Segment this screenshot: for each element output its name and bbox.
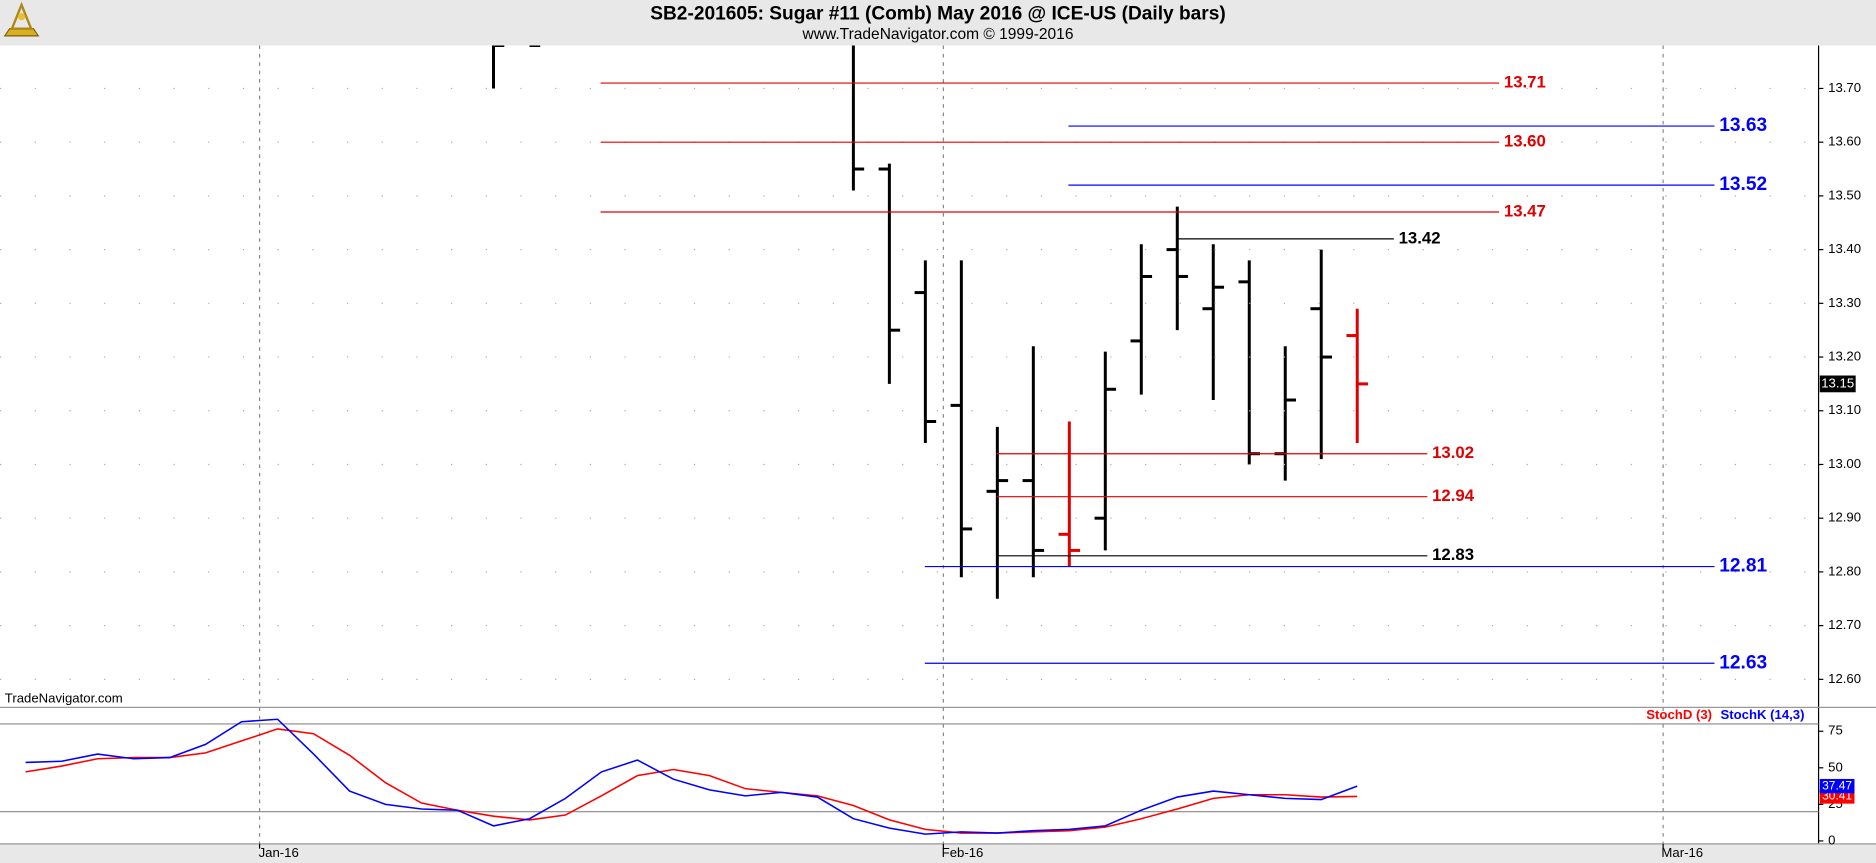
y-tick-label: 12.90 <box>1828 510 1861 525</box>
y-tick-label: 13.20 <box>1828 349 1861 364</box>
y-tick-label: 13.40 <box>1828 241 1861 256</box>
y-tick-label: 13.30 <box>1828 295 1861 310</box>
level-label: 13.60 <box>1504 132 1546 151</box>
last-value-label: 37.47 <box>1822 778 1852 792</box>
y-tick-label: 13.10 <box>1828 402 1861 417</box>
stoch-line <box>25 728 1358 834</box>
last-price-box <box>1819 375 1856 393</box>
y-tick-label: 13.70 <box>1828 80 1861 95</box>
header-band <box>0 0 1876 46</box>
legend-entry: StochK (14,3) <box>1720 707 1804 722</box>
y-tick-label: 75 <box>1828 723 1843 738</box>
y-tick-label: 0 <box>1828 832 1835 847</box>
level-label: 13.63 <box>1719 115 1767 136</box>
last-price-label: 13.15 <box>1821 375 1854 390</box>
y-tick-label: 13.00 <box>1828 456 1861 471</box>
y-tick-label: 50 <box>1828 759 1843 774</box>
logo <box>3 1 40 37</box>
x-tick-label: Mar-16 <box>1661 845 1703 860</box>
y-tick-label: 12.80 <box>1828 563 1861 578</box>
chart-title: SB2-201605: Sugar #11 (Comb) May 2016 @ … <box>650 3 1225 24</box>
y-tick-label: 12.60 <box>1828 671 1861 686</box>
level-label: 12.83 <box>1432 545 1474 564</box>
level-label: 12.81 <box>1719 556 1767 577</box>
y-tick-label: 13.50 <box>1828 187 1861 202</box>
level-label: 12.94 <box>1432 486 1475 505</box>
chart-subtitle: www.TradeNavigator.com © 1999-2016 <box>802 26 1074 43</box>
level-label: 13.71 <box>1504 73 1546 92</box>
price-plot <box>492 45 1368 599</box>
legend-entry: StochD (3) <box>1646 707 1712 722</box>
watermark: TradeNavigator.com <box>5 690 123 705</box>
level-label: 13.42 <box>1399 228 1441 247</box>
x-tick-label: Feb-16 <box>942 845 984 860</box>
last-value-box <box>1819 778 1855 794</box>
x-axis-band <box>0 843 1876 863</box>
level-label: 12.63 <box>1719 652 1767 673</box>
level-label: 13.47 <box>1504 201 1546 220</box>
y-tick-label: 12.70 <box>1828 617 1861 632</box>
level-label: 13.02 <box>1432 443 1474 462</box>
stoch-line <box>25 718 1358 835</box>
x-tick-label: Jan-16 <box>259 845 299 860</box>
y-tick-label: 13.60 <box>1828 134 1861 149</box>
level-label: 13.52 <box>1719 174 1767 195</box>
